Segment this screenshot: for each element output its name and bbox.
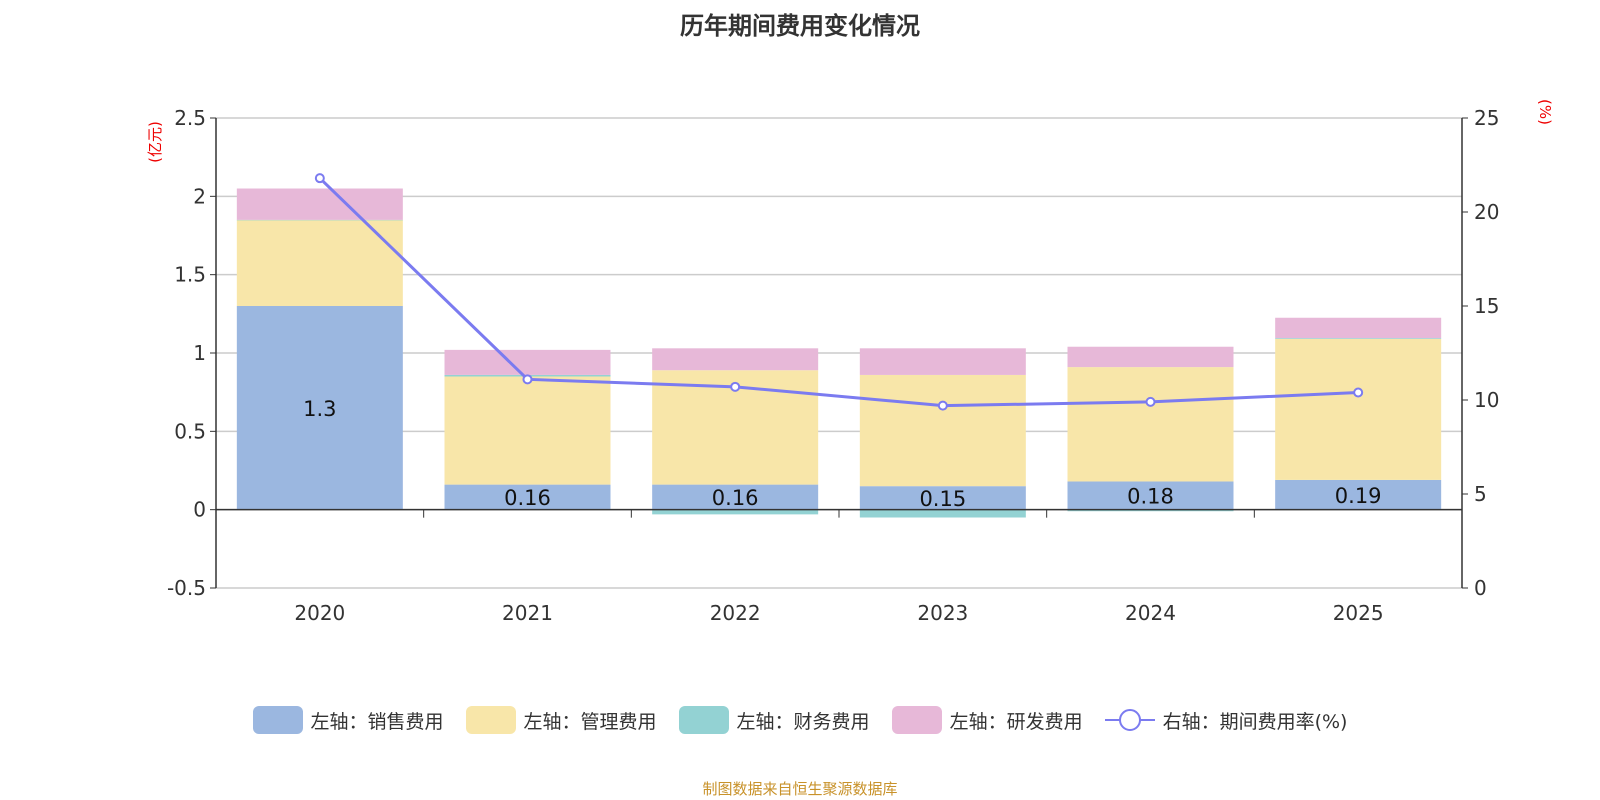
- bar-segment: [1067, 346, 1234, 368]
- left-tick-label: 2.5: [174, 106, 206, 130]
- right-axis-label: (%): [1536, 99, 1554, 125]
- legend-swatch: [252, 706, 303, 734]
- rate-point: [522, 374, 533, 385]
- left-tick-label: -0.5: [167, 576, 206, 600]
- legend-label: 左轴：管理费用: [523, 710, 657, 733]
- legend-label: 左轴：销售费用: [310, 710, 444, 733]
- legend-label: 左轴：研发费用: [949, 710, 1083, 733]
- right-tick-label: 20: [1474, 200, 1499, 224]
- right-tick-label: 0: [1474, 576, 1487, 600]
- rate-point: [1145, 396, 1156, 407]
- left-tick-label: 0.5: [174, 419, 206, 443]
- rate-point: [1353, 387, 1364, 398]
- rate-point: [314, 173, 325, 184]
- bar-data-label: 0.16: [712, 486, 759, 510]
- left-tick-label: 1.5: [174, 263, 206, 287]
- legend-item[interactable]: 左轴：财务费用: [678, 706, 870, 734]
- bar-data-label: 1.3: [303, 397, 336, 421]
- bar-segment: [444, 376, 611, 485]
- bar-segment: [1067, 481, 1234, 510]
- bar-segment: [236, 219, 403, 221]
- bar-segment: [444, 349, 611, 375]
- bar-segment: [859, 374, 1026, 487]
- bar-data-label: 0.15: [919, 487, 966, 511]
- rate-point: [730, 381, 741, 392]
- bar-segment: [444, 484, 611, 510]
- x-tick-label: 2022: [710, 601, 761, 625]
- legend-swatch: [465, 706, 516, 734]
- source-note: 制图数据来自恒生聚源数据库: [702, 780, 898, 798]
- legend-label: 左轴：财务费用: [736, 710, 870, 733]
- bar-segment: [236, 306, 403, 510]
- bar-segment: [236, 219, 403, 306]
- legend-item[interactable]: 右轴：期间费用率(%): [1104, 706, 1348, 734]
- bar-segment: [1275, 338, 1442, 339]
- legend-item[interactable]: 左轴：管理费用: [465, 706, 657, 734]
- legend-label: 右轴：期间费用率(%): [1162, 710, 1348, 733]
- x-tick-label: 2023: [917, 601, 968, 625]
- x-tick-label: 2024: [1125, 601, 1176, 625]
- bar-segment: [859, 509, 1026, 518]
- left-tick-label: 1: [193, 341, 206, 365]
- left-axis-label: (亿元): [146, 121, 164, 163]
- bar-segment: [1275, 317, 1442, 339]
- bar-segment: [652, 484, 819, 510]
- bar-segment: [652, 509, 819, 515]
- x-tick-label: 2021: [502, 601, 553, 625]
- chart-plot: -0.500.511.522.50510152025(亿元)(%)1.32020…: [146, 99, 1554, 625]
- right-tick-label: 5: [1474, 482, 1487, 506]
- right-tick-label: 25: [1474, 106, 1499, 130]
- rate-point: [937, 400, 948, 411]
- chart-title: 历年期间费用变化情况: [680, 12, 920, 40]
- rate-line: [318, 177, 1359, 408]
- legend: 左轴：销售费用 左轴：管理费用 左轴：财务费用 左轴：研发费用 右轴：期间费用率(%): [0, 706, 1600, 734]
- bar-data-label: 0.18: [1127, 485, 1174, 509]
- legend-swatch: [891, 706, 942, 734]
- legend-line-icon: [1104, 709, 1155, 731]
- bar-data-label: 0.19: [1335, 484, 1382, 508]
- left-tick-label: 2: [193, 184, 206, 208]
- bar-segment: [859, 486, 1026, 510]
- x-tick-label: 2025: [1333, 601, 1384, 625]
- bar-segment: [1067, 367, 1234, 482]
- bar-segment: [859, 348, 1026, 375]
- bar-segment: [1067, 509, 1234, 512]
- legend-item[interactable]: 左轴：销售费用: [252, 706, 444, 734]
- bar-segment: [652, 348, 819, 371]
- bar-segment: [1275, 479, 1442, 510]
- right-tick-label: 15: [1474, 294, 1499, 318]
- right-tick-label: 10: [1474, 388, 1499, 412]
- bar-segment: [236, 188, 403, 220]
- bar-segment: [1275, 338, 1442, 480]
- left-tick-label: 0: [193, 498, 206, 522]
- legend-item[interactable]: 左轴：研发费用: [891, 706, 1083, 734]
- bar-data-label: 0.16: [504, 486, 551, 510]
- x-tick-label: 2020: [294, 601, 345, 625]
- legend-swatch: [678, 706, 729, 734]
